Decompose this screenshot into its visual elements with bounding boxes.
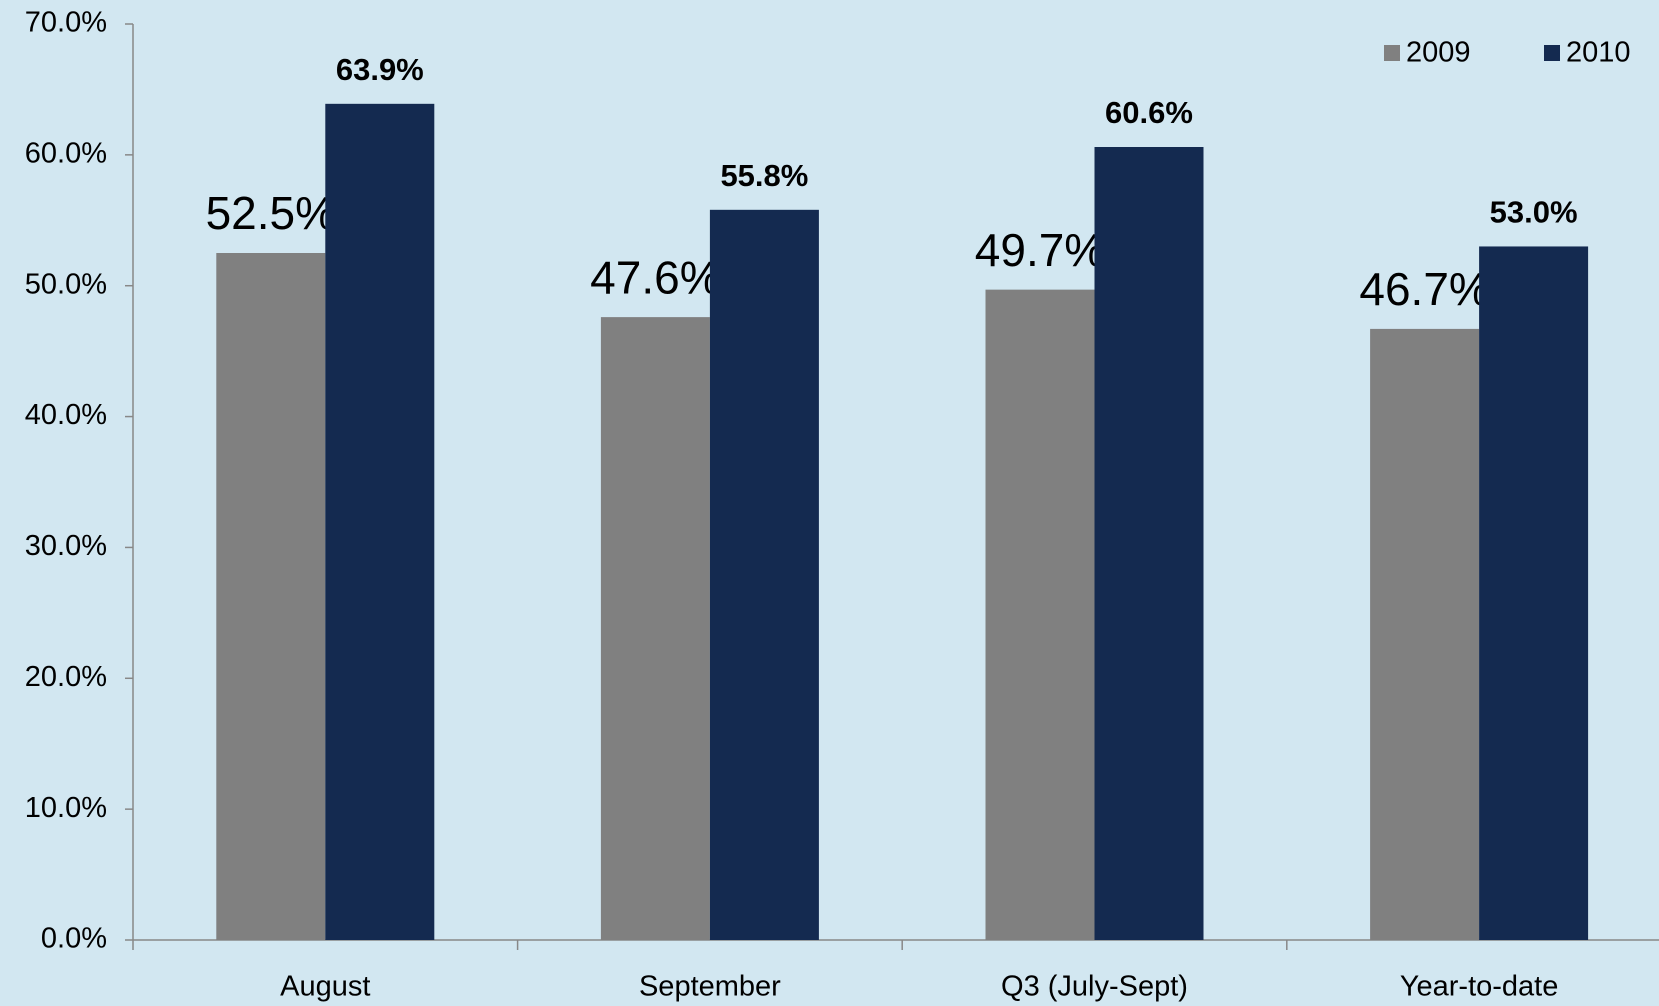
- y-tick-label: 70.0%: [25, 7, 107, 39]
- y-tick-label: 20.0%: [25, 661, 107, 693]
- bar: [1094, 147, 1204, 940]
- bar: [985, 289, 1095, 940]
- y-tick-label: 50.0%: [25, 268, 107, 300]
- bar: [216, 253, 326, 940]
- value-label: 63.9%: [336, 52, 424, 87]
- x-tick-label: August: [280, 971, 370, 1003]
- value-label: 55.8%: [720, 158, 808, 193]
- x-tick-label: Year-to-date: [1400, 971, 1559, 1003]
- value-label: 47.6%: [590, 251, 720, 303]
- bar: [709, 209, 819, 940]
- value-label: 52.5%: [206, 187, 336, 239]
- y-tick-label: 0.0%: [41, 923, 107, 955]
- bar: [1370, 328, 1480, 940]
- legend-swatch: [1384, 45, 1400, 61]
- legend-label: 2010: [1566, 37, 1631, 69]
- x-tick-label: September: [639, 971, 781, 1003]
- legend-label: 2009: [1406, 37, 1471, 69]
- value-label: 46.7%: [1359, 263, 1489, 315]
- value-label: 53.0%: [1490, 195, 1578, 230]
- legend-swatch: [1544, 45, 1560, 61]
- y-tick-label: 60.0%: [25, 138, 107, 170]
- y-tick-label: 40.0%: [25, 399, 107, 431]
- bar: [600, 317, 710, 940]
- value-label: 60.6%: [1105, 95, 1193, 130]
- value-label: 49.7%: [975, 224, 1105, 276]
- bar: [325, 103, 435, 940]
- y-tick-label: 10.0%: [25, 792, 107, 824]
- y-tick-label: 30.0%: [25, 530, 107, 562]
- bar: [1479, 246, 1589, 940]
- x-tick-label: Q3 (July-Sept): [1001, 971, 1188, 1003]
